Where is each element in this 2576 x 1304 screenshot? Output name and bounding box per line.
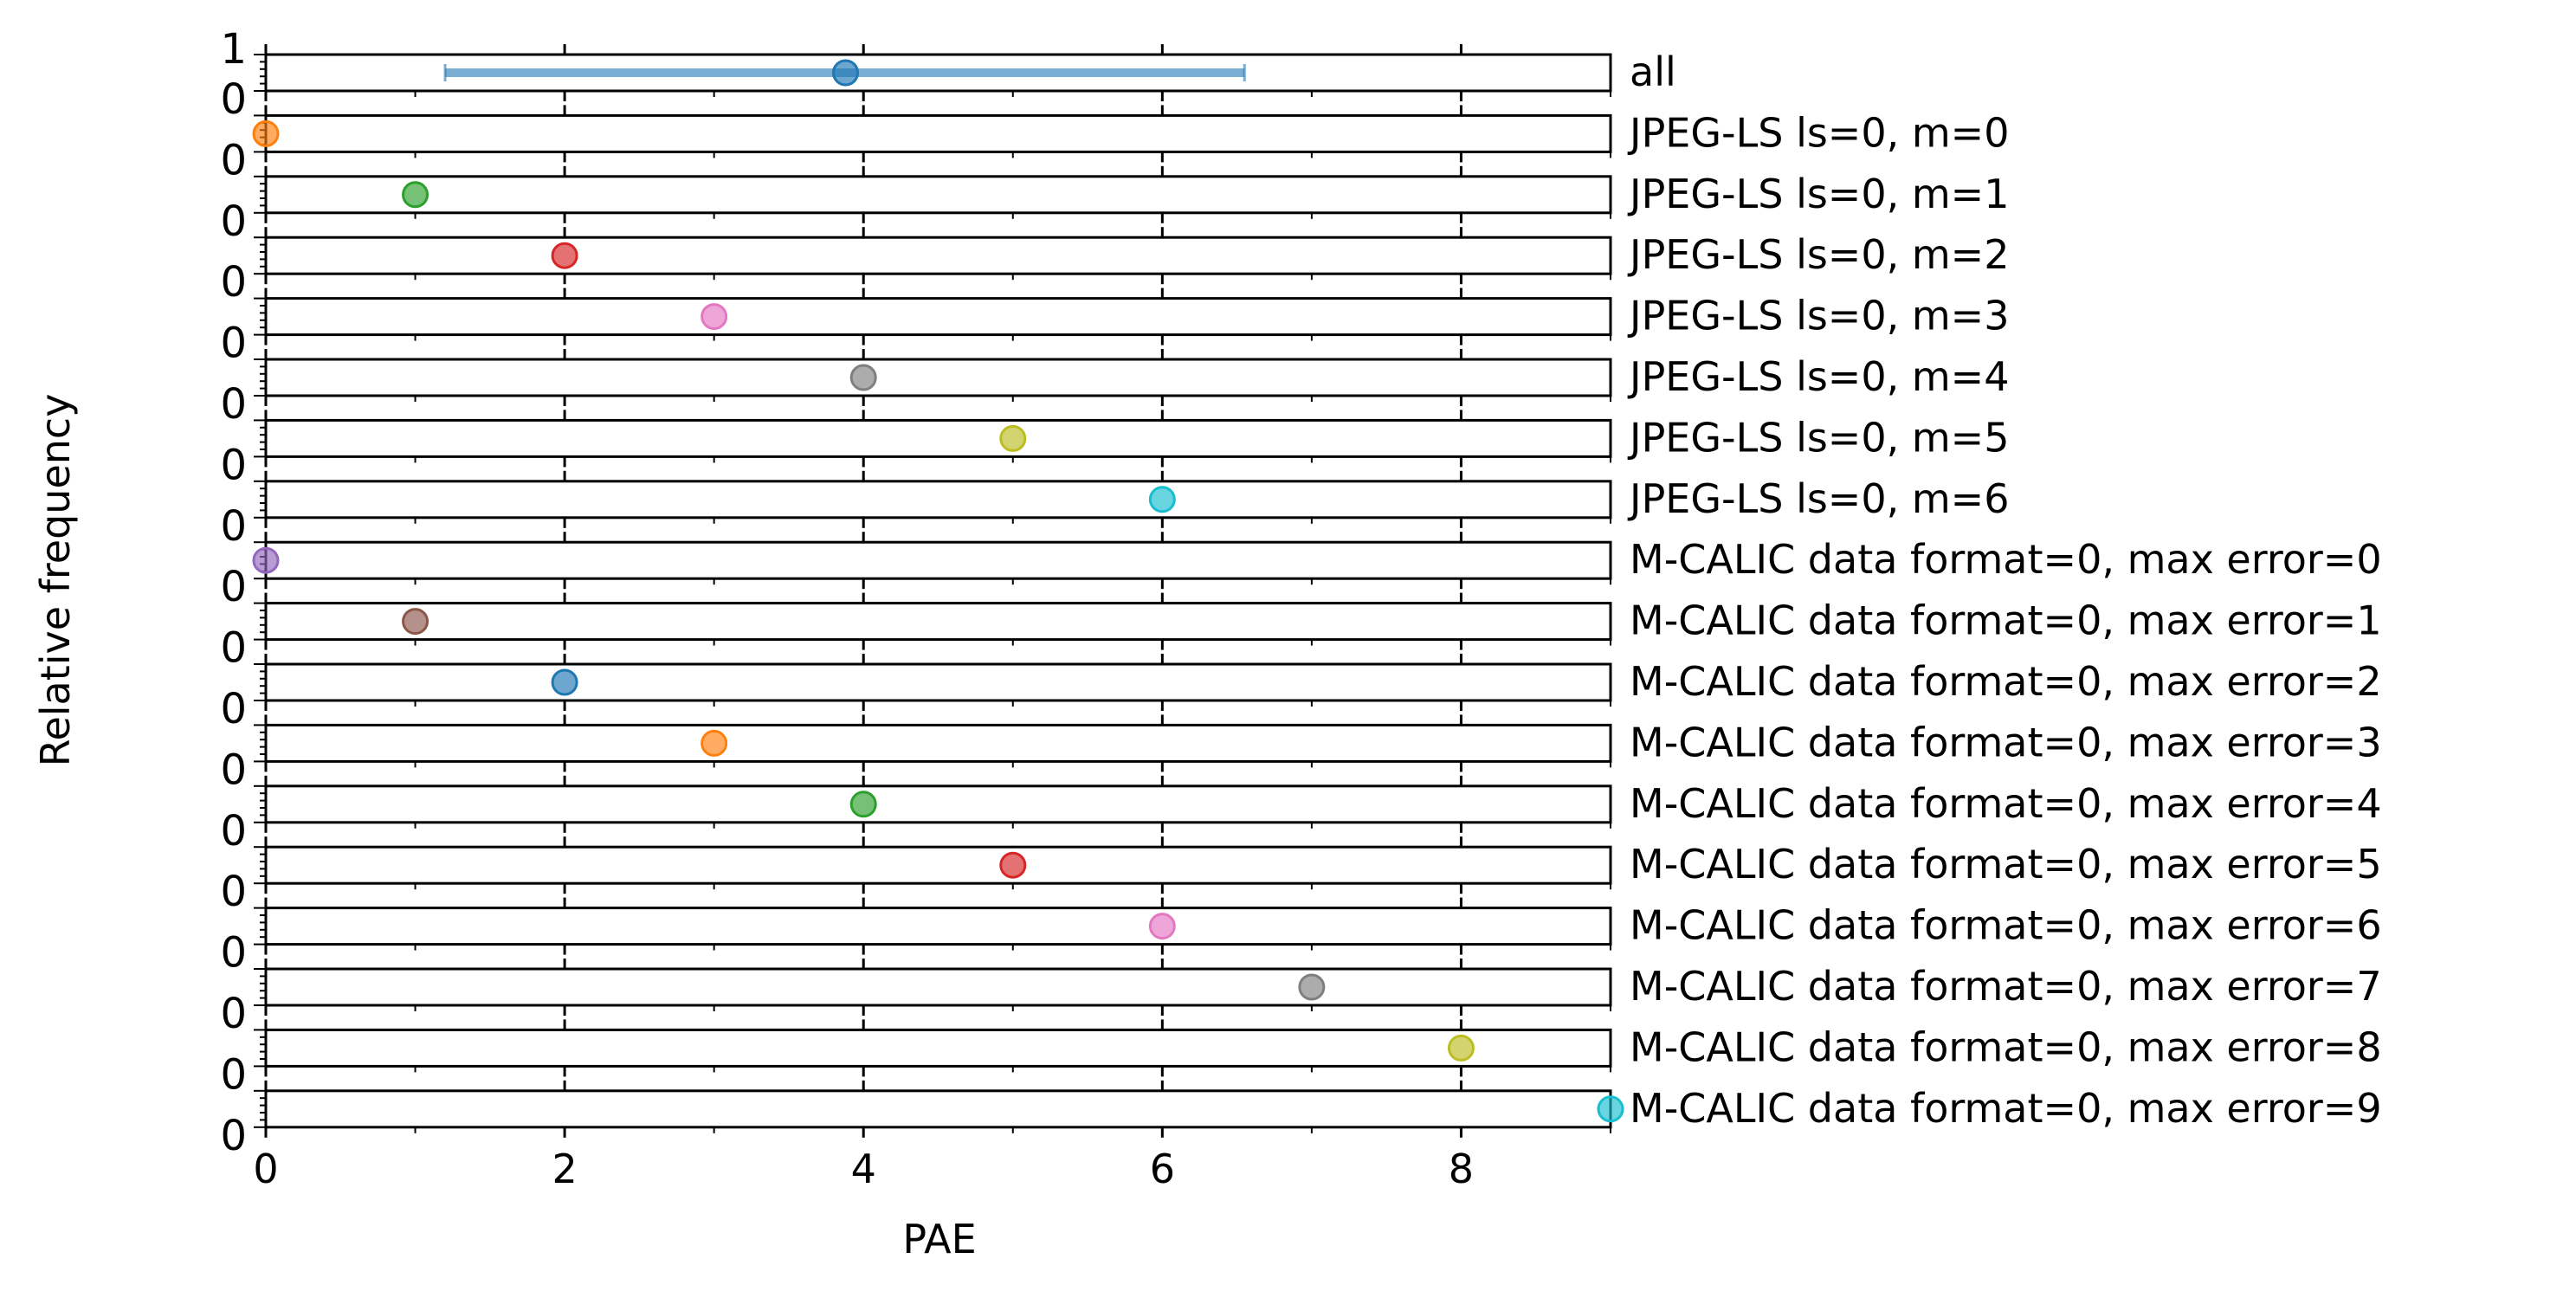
subplot-frame [264, 418, 1612, 458]
x-axis-label: PAE [902, 1216, 976, 1262]
subplot-frame [264, 480, 1612, 520]
series-label: M-CALIC data format=0, max error=6 [1630, 902, 2382, 949]
y-tick-label: 0 [220, 1112, 247, 1160]
y-tick-label: 0 [220, 320, 247, 368]
subplot-4: 0 JPEG-LS ls=0, m=3 [220, 287, 2009, 368]
subplot-1: 0 JPEG-LS ls=0, m=0 [220, 105, 2009, 184]
series-label: JPEG-LS ls=0, m=5 [1627, 414, 2009, 461]
subplot-5: 0 JPEG-LS ls=0, m=4 [220, 349, 2009, 429]
series-label: M-CALIC data format=0, max error=7 [1630, 963, 2382, 1010]
subplot-frame [264, 297, 1612, 337]
data-point [1597, 1095, 1624, 1123]
x-axis: 0 2 4 6 8 [253, 1146, 1474, 1192]
series-label: M-CALIC data format=0, max error=1 [1630, 597, 2382, 644]
subplot-11: 0 M-CALIC data format=0, max error=3 [220, 714, 2382, 794]
data-point [1148, 486, 1176, 513]
subplot-12: 0 M-CALIC data format=0, max error=4 [220, 775, 2382, 855]
y-tick-label: 0 [220, 197, 247, 246]
x-tick-label: 8 [1449, 1146, 1474, 1192]
x-tick-label: 2 [552, 1146, 577, 1192]
subplot-10: 0 M-CALIC data format=0, max error=2 [220, 654, 2382, 733]
subplot-13: 0 M-CALIC data format=0, max error=5 [220, 836, 2382, 916]
data-point [1148, 913, 1176, 940]
series-label: all [1630, 48, 1676, 95]
y-axis-label: Relative frequency [32, 394, 79, 767]
data-point [252, 119, 280, 147]
subplot-9: 0 M-CALIC data format=0, max error=1 [220, 592, 2382, 673]
series-label: M-CALIC data format=0, max error=2 [1630, 658, 2382, 705]
y-tick-label: 0 [220, 258, 247, 307]
series-label: M-CALIC data format=0, max error=0 [1630, 536, 2382, 583]
subplot-15: 0 M-CALIC data format=0, max error=7 [220, 959, 2382, 1038]
subplot-frame [264, 358, 1612, 397]
series-label: JPEG-LS ls=0, m=1 [1627, 171, 2009, 217]
y-tick-label: 0 [220, 441, 247, 489]
x-tick-label: 4 [851, 1146, 876, 1192]
subplot-14: 0 M-CALIC data format=0, max error=6 [220, 897, 2382, 978]
y-tick-label: 0 [220, 380, 247, 429]
data-point [402, 181, 429, 209]
data-point [1447, 1034, 1475, 1062]
series-label: M-CALIC data format=0, max error=9 [1630, 1085, 2382, 1132]
subplot-frame [264, 175, 1612, 215]
subplot-8: 0 M-CALIC data format=0, max error=0 [220, 532, 2382, 611]
series-label: M-CALIC data format=0, max error=4 [1630, 780, 2382, 827]
x-tick-label: 6 [1150, 1146, 1175, 1192]
y-tick-label: 0 [220, 807, 247, 855]
y-tick-label: 0 [220, 990, 247, 1038]
subplot-frame [264, 602, 1612, 642]
y-tick-label: 0 [220, 746, 247, 794]
subplot-0: 10 all [220, 25, 1675, 124]
subplot-frame [264, 845, 1612, 885]
x-tick-label: 0 [253, 1146, 278, 1192]
subplot-frame [264, 784, 1612, 824]
data-point [849, 791, 877, 818]
data-point [999, 424, 1027, 452]
data-point [700, 729, 728, 757]
series-label: JPEG-LS ls=0, m=0 [1627, 109, 2009, 156]
y-tick-label: 0 [220, 685, 247, 733]
data-point [551, 242, 578, 269]
data-point [849, 364, 877, 391]
data-point [700, 303, 728, 331]
data-point [832, 59, 860, 87]
subplot-frame [264, 723, 1612, 763]
y-tick-label: 0 [220, 1050, 247, 1099]
series-label: M-CALIC data format=0, max error=8 [1630, 1023, 2382, 1070]
y-tick-label: 0 [220, 136, 247, 184]
y-tick-label: 0 [220, 868, 247, 916]
data-point [999, 851, 1027, 879]
series-label: M-CALIC data format=0, max error=5 [1630, 841, 2382, 888]
subplot-frame [264, 662, 1612, 702]
y-tick-label: 0 [220, 563, 247, 611]
data-point [252, 546, 280, 574]
subplot-frame [264, 236, 1612, 275]
subplot-6: 0 JPEG-LS ls=0, m=5 [220, 410, 2009, 489]
series-label: JPEG-LS ls=0, m=2 [1627, 231, 2009, 278]
data-point [402, 608, 429, 636]
subplot-3: 0 JPEG-LS ls=0, m=2 [220, 227, 2009, 307]
subplot-frame [264, 907, 1612, 946]
subplot-7: 0 JPEG-LS ls=0, m=6 [220, 470, 2009, 551]
subplot-frame [264, 967, 1612, 1007]
data-point [551, 668, 578, 696]
series-label: M-CALIC data format=0, max error=3 [1630, 719, 2382, 765]
y-tick-label: 0 [220, 624, 247, 673]
subplot-2: 0 JPEG-LS ls=0, m=1 [220, 165, 2009, 246]
y-tick-label: 0 [220, 502, 247, 551]
y-tick-label: 1 [220, 25, 247, 74]
subplot-frame [264, 53, 1612, 93]
series-label: JPEG-LS ls=0, m=4 [1627, 353, 2009, 400]
subplot-frame [264, 1028, 1612, 1068]
subplot-16: 0 M-CALIC data format=0, max error=8 [220, 1019, 2382, 1099]
y-tick-label: 0 [220, 929, 247, 978]
data-point [1298, 973, 1326, 1001]
series-label: JPEG-LS ls=0, m=6 [1627, 475, 2009, 522]
y-tick-label: 0 [220, 75, 247, 124]
series-label: JPEG-LS ls=0, m=3 [1627, 293, 2009, 339]
subplot-17: 0 M-CALIC data format=0, max error=9 [220, 1080, 2382, 1160]
